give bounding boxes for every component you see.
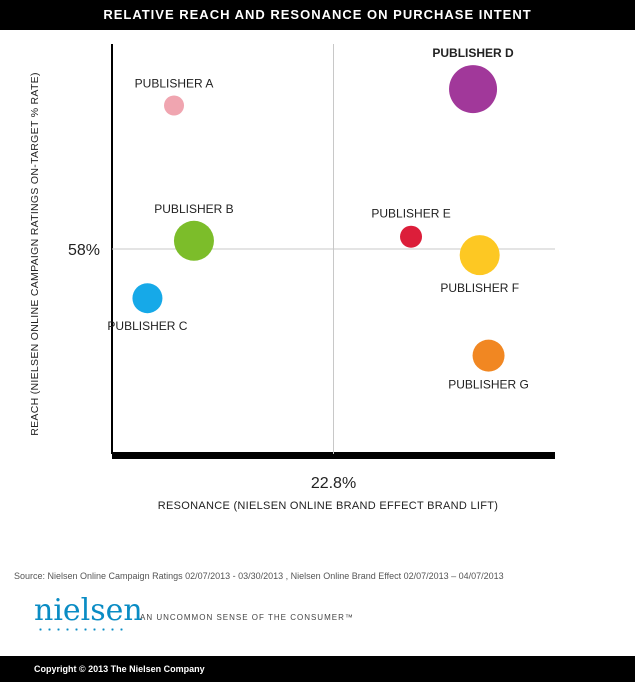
data-point-publisher-g: [472, 339, 505, 372]
logo-dots-decoration: [36, 628, 124, 631]
data-label-publisher-a: PUBLISHER A: [135, 77, 214, 91]
chart-title: RELATIVE REACH AND RESONANCE ON PURCHASE…: [0, 0, 635, 30]
data-label-publisher-e: PUBLISHER E: [371, 207, 450, 221]
y-reference-label: 58%: [68, 242, 100, 259]
data-label-publisher-g: PUBLISHER G: [448, 378, 529, 392]
data-point-publisher-b: [173, 220, 214, 261]
copyright-footer: Copyright © 2013 The Nielsen Company: [0, 656, 635, 682]
source-note: Source: Nielsen Online Campaign Ratings …: [14, 571, 504, 581]
data-label-publisher-b: PUBLISHER B: [154, 202, 233, 216]
data-label-publisher-d: PUBLISHER D: [432, 46, 514, 60]
data-point-publisher-d: [449, 65, 498, 114]
x-axis-line: [112, 452, 555, 459]
brand-tagline: AN UNCOMMON SENSE OF THE CONSUMER™: [140, 613, 354, 622]
x-reference-label: 22.8%: [311, 475, 356, 492]
data-point-publisher-f: [459, 235, 500, 276]
data-point-publisher-a: [164, 95, 185, 116]
data-label-publisher-f: PUBLISHER F: [440, 281, 519, 295]
data-label-publisher-c: PUBLISHER C: [107, 319, 187, 333]
nielsen-logo: nielsen: [34, 593, 143, 628]
y-axis-title: REACH (NIELSEN ONLINE CAMPAIGN RATINGS O…: [29, 72, 41, 436]
scatter-chart: 58% 22.8% RESONANCE (NIELSEN ONLINE BRAND …: [29, 44, 555, 512]
x-axis-title: RESONANCE (NIELSEN ONLINE BRAND EFFECT B…: [158, 500, 499, 512]
data-point-publisher-e: [400, 225, 423, 248]
data-point-publisher-c: [132, 283, 163, 314]
